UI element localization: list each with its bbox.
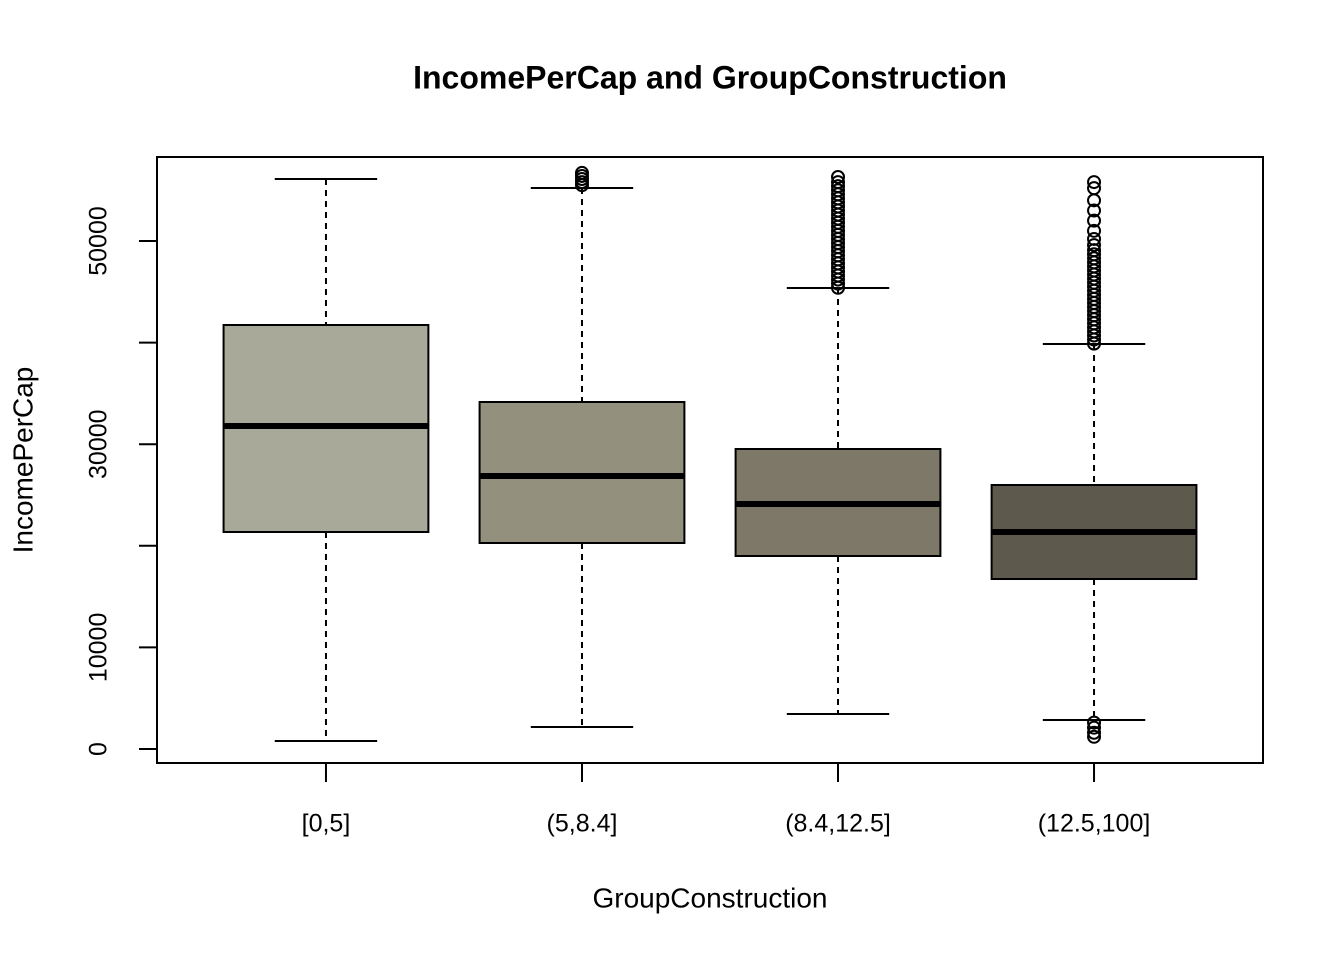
box (478, 400, 686, 544)
outlier (831, 169, 846, 184)
outlier (1087, 251, 1102, 266)
x-tick-label: [0,5] (302, 810, 351, 838)
outlier (1087, 720, 1102, 735)
outlier (1087, 729, 1102, 744)
chart-title: IncomePerCap and GroupConstruction (413, 59, 1007, 95)
outlier (1087, 203, 1102, 218)
outlier (1087, 231, 1102, 246)
plot-frame (156, 156, 1264, 764)
outlier (831, 183, 846, 198)
x-tick-label: (12.5,100] (1038, 810, 1151, 838)
outlier (1087, 725, 1102, 740)
outlier (1087, 213, 1102, 228)
outlier (1087, 715, 1102, 730)
outlier (831, 179, 846, 194)
y-axis-label: IncomePerCap (7, 367, 38, 554)
outlier (1087, 247, 1102, 262)
y-tick-label: 0 (85, 742, 113, 756)
y-tick-label: 10000 (85, 613, 113, 683)
outlier (1087, 175, 1102, 190)
outlier (574, 165, 589, 180)
outlier (1087, 181, 1102, 196)
x-tick-label: (8.4,12.5] (785, 810, 891, 838)
y-tick-label: 30000 (85, 409, 113, 479)
x-tick-label: (5,8.4] (547, 810, 618, 838)
outlier (831, 175, 846, 190)
outlier (1087, 223, 1102, 238)
outlier (1087, 238, 1102, 253)
y-tick-label: 50000 (85, 206, 113, 276)
x-axis-label: GroupConstruction (592, 882, 827, 913)
